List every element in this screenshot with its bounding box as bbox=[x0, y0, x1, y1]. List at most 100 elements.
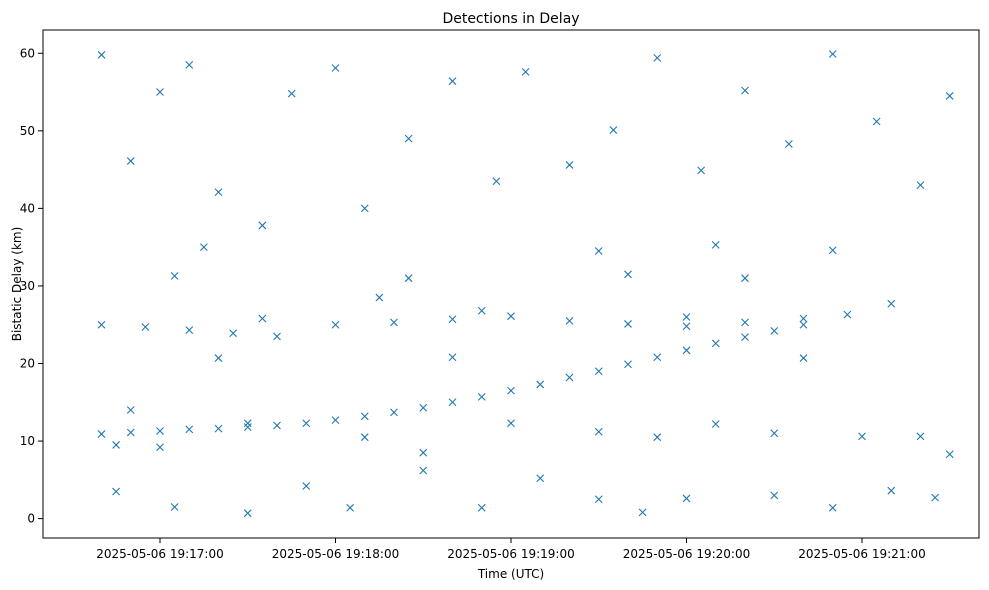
scatter-point bbox=[872, 117, 881, 126]
scatter-point bbox=[214, 354, 223, 362]
scatter-point-stroke bbox=[638, 508, 647, 517]
scatter-point-stroke bbox=[477, 306, 486, 315]
scatter-point-stroke bbox=[697, 166, 706, 175]
scatter-point bbox=[243, 423, 252, 431]
scatter-point bbox=[419, 448, 428, 457]
scatter-point-stroke bbox=[828, 246, 837, 255]
chart-title: Detections in Delay bbox=[442, 11, 579, 27]
scatter-point-stroke bbox=[419, 403, 428, 412]
scatter-point-stroke bbox=[741, 333, 749, 342]
scatter-point bbox=[828, 246, 837, 255]
scatter-point-stroke bbox=[799, 354, 808, 362]
scatter-point-stroke bbox=[258, 221, 267, 230]
scatter-point bbox=[126, 406, 135, 414]
scatter-point bbox=[682, 494, 691, 503]
scatter-point bbox=[916, 432, 925, 441]
scatter-point bbox=[565, 373, 574, 382]
scatter-point-stroke bbox=[390, 318, 398, 327]
x-tick-label: 2025-05-06 19:17:00 bbox=[96, 547, 223, 561]
scatter-point bbox=[945, 450, 954, 459]
scatter-point bbox=[419, 466, 428, 475]
scatter-point-stroke bbox=[448, 398, 457, 407]
scatter-point-stroke bbox=[770, 491, 779, 500]
x-axis-label: Time (UTC) bbox=[477, 567, 544, 581]
scatter-point bbox=[243, 509, 252, 518]
scatter-point bbox=[507, 419, 515, 428]
scatter-point-stroke bbox=[945, 92, 954, 100]
scatter-point-stroke bbox=[170, 503, 179, 511]
scatter-point-stroke bbox=[97, 320, 106, 329]
scatter-point-stroke bbox=[492, 177, 501, 186]
scatter-point bbox=[799, 314, 808, 323]
y-tick-label: 0 bbox=[27, 512, 35, 526]
scatter-point-stroke bbox=[507, 386, 515, 395]
scatter-point-stroke bbox=[828, 503, 837, 512]
y-axis-label: Bistatic Delay (km) bbox=[10, 227, 24, 342]
x-axis: 2025-05-06 19:17:00 2025-05-06 19:18:00 20… bbox=[96, 538, 926, 561]
scatter-point bbox=[682, 346, 691, 355]
y-tick-label: 50 bbox=[20, 124, 35, 138]
scatter-point bbox=[126, 428, 135, 437]
scatter-point-stroke bbox=[682, 313, 691, 321]
scatter-point-stroke bbox=[346, 503, 355, 512]
scatter-point bbox=[682, 322, 691, 331]
scatter-point-stroke bbox=[302, 482, 311, 490]
scatter-point bbox=[565, 316, 574, 325]
scatter-point-stroke bbox=[624, 360, 632, 369]
scatter-point-stroke bbox=[243, 419, 252, 428]
scatter-point bbox=[360, 433, 369, 442]
scatter-point bbox=[741, 318, 749, 327]
scatter-point bbox=[390, 318, 398, 327]
scatter-point bbox=[273, 421, 281, 430]
scatter-point-stroke bbox=[741, 274, 749, 283]
scatter-point-stroke bbox=[156, 427, 164, 435]
scatter-point-stroke bbox=[594, 247, 603, 255]
scatter-point bbox=[609, 126, 618, 134]
scatter-point-stroke bbox=[419, 448, 428, 457]
scatter-point-stroke bbox=[214, 424, 223, 433]
scatter-point-stroke bbox=[229, 329, 238, 338]
x-tick-label: 2025-05-06 19:18:00 bbox=[272, 547, 399, 561]
x-tick-label: 2025-05-06 19:21:00 bbox=[798, 547, 925, 561]
scatter-point bbox=[624, 320, 632, 328]
scatter-point bbox=[404, 134, 413, 143]
scatter-point-stroke bbox=[360, 433, 369, 442]
scatter-point-stroke bbox=[477, 503, 486, 512]
scatter-point-stroke bbox=[448, 353, 457, 362]
scatter-point-stroke bbox=[916, 181, 925, 190]
scatter-point-stroke bbox=[390, 408, 398, 417]
scatter-point-stroke bbox=[770, 327, 779, 335]
scatter-point bbox=[887, 486, 896, 495]
scatter-point bbox=[711, 240, 720, 249]
scatter-point-stroke bbox=[536, 380, 545, 389]
scatter-point bbox=[287, 89, 296, 98]
scatter-point-stroke bbox=[360, 204, 369, 213]
scatter-point bbox=[799, 320, 808, 329]
scatter-point bbox=[843, 310, 852, 319]
scatter-point bbox=[711, 339, 720, 348]
scatter-point-stroke bbox=[126, 157, 135, 165]
scatter-point bbox=[741, 333, 749, 342]
scatter-point bbox=[828, 503, 837, 512]
scatter-point bbox=[360, 412, 369, 421]
scatter-point bbox=[258, 221, 267, 230]
scatter-point-stroke bbox=[594, 367, 603, 376]
scatter-point bbox=[624, 270, 632, 279]
scatter-point bbox=[638, 508, 647, 517]
scatter-point bbox=[214, 188, 223, 196]
scatter-point bbox=[507, 386, 515, 395]
scatter-point-stroke bbox=[682, 322, 691, 331]
scatter-point bbox=[916, 181, 925, 190]
scatter-point-stroke bbox=[594, 495, 603, 504]
scatter-point bbox=[477, 306, 486, 315]
scatter-point bbox=[448, 353, 457, 362]
scatter-point-stroke bbox=[799, 314, 808, 323]
scatter-point-stroke bbox=[653, 54, 662, 62]
scatter-point-stroke bbox=[448, 315, 457, 324]
scatter-point-stroke bbox=[624, 270, 632, 279]
scatter-point bbox=[97, 50, 106, 59]
scatter-point bbox=[507, 312, 515, 321]
scatter-point bbox=[448, 315, 457, 324]
scatter-point-stroke bbox=[887, 299, 896, 308]
scatter-point-stroke bbox=[273, 332, 281, 341]
